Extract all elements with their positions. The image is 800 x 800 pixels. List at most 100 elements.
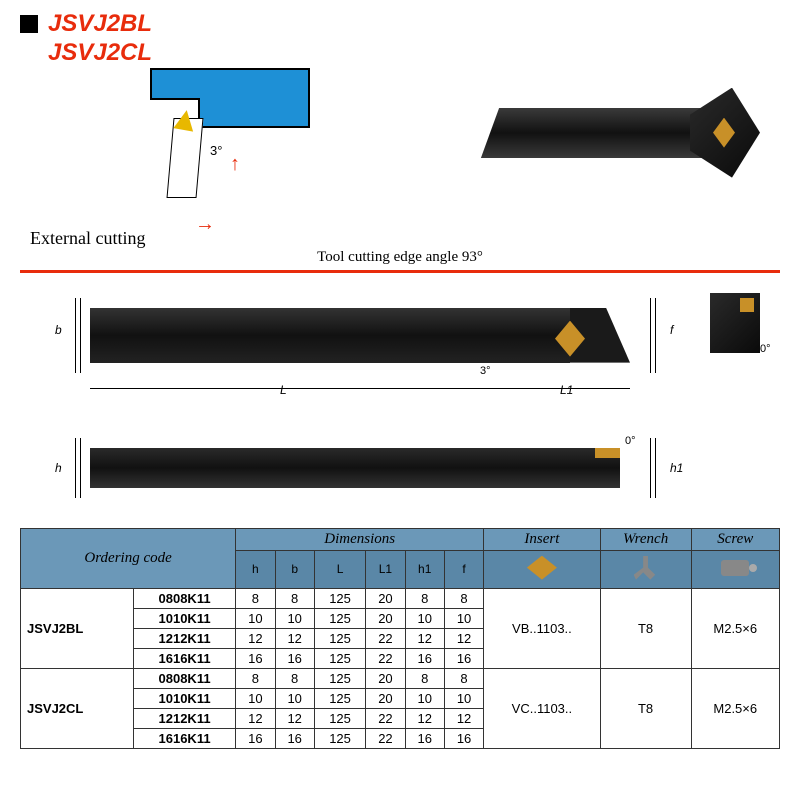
side-view: b f L L1 3° 0° <box>30 283 770 413</box>
table-row: JSVJ2BL0808K11881252088VB..1103..T8M2.5×… <box>21 588 780 608</box>
wrench-cell: T8 <box>600 668 691 748</box>
model-2: JSVJ2CL <box>48 39 152 68</box>
dim-cell: 16 <box>236 648 275 668</box>
dim-b: b <box>55 323 62 337</box>
insert-cell: VC..1103.. <box>484 668 600 748</box>
dim-cell: 16 <box>444 648 483 668</box>
dim-cell: 16 <box>275 728 314 748</box>
dim-cell: 8 <box>444 588 483 608</box>
screw-cell: M2.5×6 <box>691 668 779 748</box>
dim-cell: 16 <box>236 728 275 748</box>
dim-cell: 22 <box>366 728 405 748</box>
th-wrench-icon <box>600 550 691 588</box>
end-view <box>710 293 780 373</box>
dim-line <box>80 298 81 373</box>
dim-cell: 12 <box>236 708 275 728</box>
dim-cell: 22 <box>366 708 405 728</box>
dim-L: L <box>280 383 287 397</box>
dim-cell: 12 <box>444 628 483 648</box>
wrench-icon <box>634 556 658 580</box>
sub-code: 0808K11 <box>133 588 235 608</box>
feed-arrow-up: ↑ <box>230 153 240 176</box>
dim-line <box>75 438 76 498</box>
dim-cell: 10 <box>236 688 275 708</box>
dim-h1: h1 <box>670 461 683 475</box>
dim-cell: 12 <box>275 628 314 648</box>
dim-cell: 8 <box>236 668 275 688</box>
dim-cell: 125 <box>314 728 365 748</box>
dim-cell: 8 <box>444 668 483 688</box>
section-label: External cutting <box>0 228 800 249</box>
tool-schematic <box>170 118 200 198</box>
wrench-cell: T8 <box>600 588 691 668</box>
sub-code: 1616K11 <box>133 648 235 668</box>
th-ordering: Ordering code <box>21 528 236 588</box>
insert-icon <box>173 108 196 131</box>
spec-table: Ordering code Dimensions Insert Wrench S… <box>20 528 780 749</box>
sub-code: 1212K11 <box>133 628 235 648</box>
top-view: h h1 0° <box>30 433 770 523</box>
insert-icon <box>527 556 557 580</box>
sub-code: 1212K11 <box>133 708 235 728</box>
group-code: JSVJ2CL <box>21 668 134 748</box>
cutting-schematic: 3° ↑ → <box>30 68 310 228</box>
dim-cell: 125 <box>314 608 365 628</box>
th-screw-icon <box>691 550 779 588</box>
top-diagrams: 3° ↑ → <box>0 68 800 228</box>
tool-photo <box>490 68 770 208</box>
sub-code: 1010K11 <box>133 688 235 708</box>
dim-line <box>90 388 630 389</box>
sub-code: 1010K11 <box>133 608 235 628</box>
dimension-diagrams: b f L L1 3° 0° h h1 0° <box>0 283 800 523</box>
dim-line <box>75 298 76 373</box>
sub-code: 0808K11 <box>133 668 235 688</box>
header: JSVJ2BL JSVJ2CL <box>0 0 800 68</box>
dim-3deg: 3° <box>480 365 491 377</box>
dim-cell: 12 <box>405 708 444 728</box>
divider-red <box>20 270 780 273</box>
dim-cell: 20 <box>366 688 405 708</box>
dim-cell: 8 <box>275 588 314 608</box>
th-insert: Insert <box>484 528 600 550</box>
top-shank <box>90 448 620 488</box>
dim-h: h <box>55 461 62 475</box>
th-L: L <box>314 550 365 588</box>
dim-L1: L1 <box>560 383 573 397</box>
dim-0deg-end: 0° <box>760 343 771 355</box>
side-shank <box>90 308 570 363</box>
th-b: b <box>275 550 314 588</box>
dim-cell: 10 <box>236 608 275 628</box>
table-body: JSVJ2BL0808K11881252088VB..1103..T8M2.5×… <box>21 588 780 748</box>
th-h: h <box>236 550 275 588</box>
dim-cell: 20 <box>366 608 405 628</box>
dim-cell: 10 <box>444 608 483 628</box>
dim-0deg-top: 0° <box>625 435 636 447</box>
dim-cell: 22 <box>366 628 405 648</box>
dim-cell: 12 <box>236 628 275 648</box>
dim-cell: 8 <box>405 668 444 688</box>
section-subtitle: Tool cutting edge angle 93° <box>0 249 800 266</box>
dim-line <box>655 298 656 373</box>
angle-3deg: 3° <box>210 143 222 158</box>
dim-cell: 125 <box>314 708 365 728</box>
dim-line <box>80 438 81 498</box>
dim-line <box>655 438 656 498</box>
dim-cell: 10 <box>275 688 314 708</box>
dim-cell: 8 <box>405 588 444 608</box>
dim-f: f <box>670 323 673 337</box>
dim-cell: 12 <box>275 708 314 728</box>
insert-cell: VB..1103.. <box>484 588 600 668</box>
th-f: f <box>444 550 483 588</box>
dim-cell: 10 <box>405 688 444 708</box>
dim-cell: 12 <box>405 628 444 648</box>
th-screw: Screw <box>691 528 779 550</box>
dim-cell: 125 <box>314 628 365 648</box>
dim-cell: 125 <box>314 688 365 708</box>
dim-cell: 10 <box>405 608 444 628</box>
th-insert-icon <box>484 550 600 588</box>
dim-line <box>650 298 651 373</box>
dim-cell: 10 <box>275 608 314 628</box>
end-insert <box>740 298 754 312</box>
dim-cell: 12 <box>444 708 483 728</box>
dim-cell: 10 <box>444 688 483 708</box>
